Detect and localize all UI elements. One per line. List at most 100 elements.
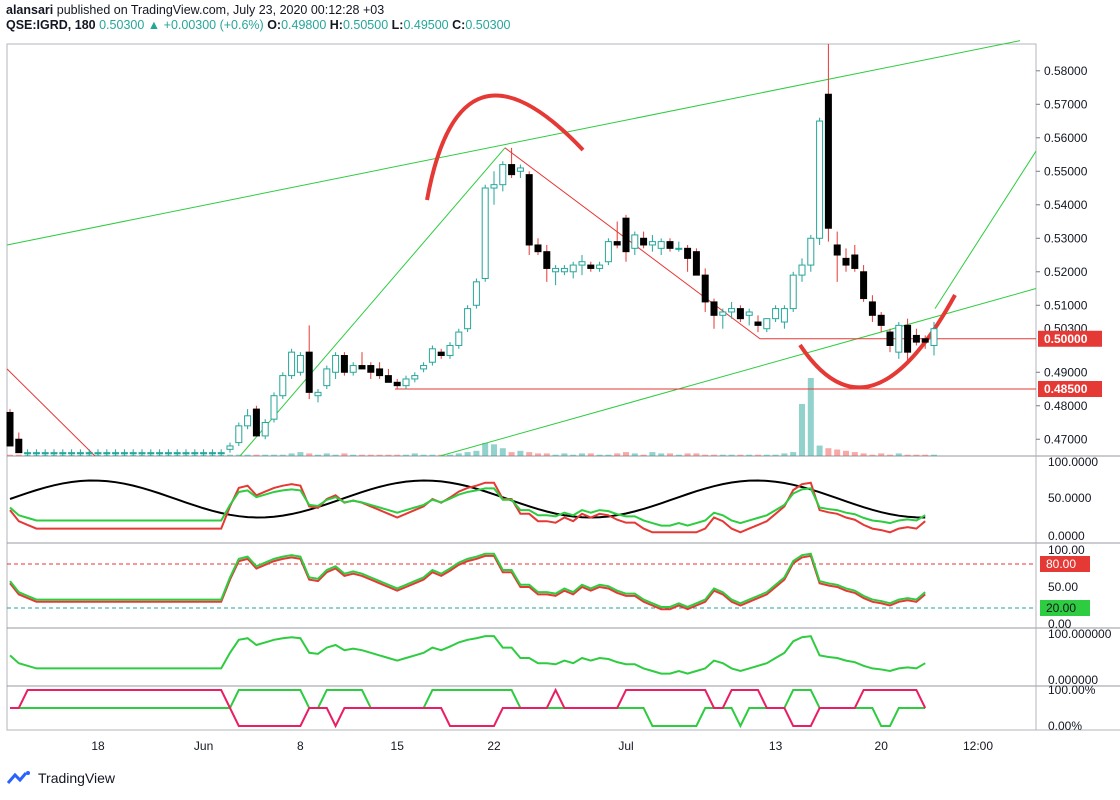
candle-body	[68, 452, 76, 455]
volume-bar	[15, 454, 22, 456]
candle-body	[490, 184, 498, 189]
time-tick-label: 15	[391, 739, 405, 753]
close-label: C:	[452, 18, 466, 32]
candle-body	[772, 308, 780, 320]
low-value: 0.49500	[403, 18, 449, 32]
candle-body	[103, 452, 111, 455]
candle-body	[904, 324, 912, 353]
candle-body	[824, 93, 832, 229]
candle-body	[314, 391, 322, 397]
oversold-label: 20.00	[1046, 601, 1076, 615]
candle-body	[191, 452, 199, 455]
open-label: O:	[267, 18, 282, 32]
volume-bar	[552, 454, 559, 456]
volume-bar	[315, 454, 321, 456]
pane3-tick: 100.000000	[1048, 627, 1112, 641]
candle-body	[543, 251, 551, 269]
volume-bar	[781, 453, 788, 456]
volume-bar	[860, 453, 867, 456]
volume-bar	[403, 454, 409, 456]
brand-name[interactable]: TradingView	[38, 770, 116, 786]
candle-body	[578, 261, 586, 266]
candle-body	[613, 241, 621, 246]
candle-body	[112, 452, 120, 455]
candle-body	[323, 368, 331, 387]
pane1-red-line	[9, 481, 926, 534]
candle-body	[807, 237, 815, 266]
volume-bar	[359, 454, 365, 456]
price-tick-label: 0.56000	[1044, 131, 1088, 145]
candle-body	[367, 365, 375, 373]
candle-body	[279, 375, 287, 397]
candle-body	[516, 167, 524, 172]
volume-bar	[288, 453, 295, 456]
time-tick-label: 13	[769, 739, 783, 753]
candle-body	[147, 452, 155, 455]
pane1-tick: 0.0000	[1048, 529, 1085, 543]
candle-body	[842, 257, 850, 266]
candle-body	[384, 375, 392, 383]
candle-body	[701, 274, 709, 303]
top-arc-annotation	[425, 93, 585, 201]
rally-trendline	[239, 147, 506, 457]
volume-bar	[684, 453, 691, 456]
volume-bar	[508, 452, 515, 456]
volume-bar	[649, 452, 656, 456]
candle-body	[895, 324, 903, 353]
publish-line: alansari published on TradingView.com, J…	[6, 3, 511, 18]
candle-body	[428, 348, 436, 363]
price-tick-label: 0.55000	[1044, 164, 1088, 178]
volume-bar	[913, 454, 920, 456]
candle-body	[481, 187, 489, 279]
pane4-green-line	[10, 689, 926, 729]
candle-body	[411, 375, 419, 380]
candle-body	[736, 308, 744, 320]
candle-body	[816, 120, 824, 239]
volume-bar	[702, 454, 709, 456]
time-tick-label: Jul	[618, 739, 633, 753]
author-name[interactable]: alansari	[6, 3, 54, 17]
pane2-tick: 0.00	[1048, 617, 1072, 631]
candle-body	[719, 311, 727, 316]
candle-body	[499, 164, 507, 186]
volume-bar	[376, 454, 383, 456]
candle-body	[182, 452, 190, 455]
candle-body	[200, 452, 208, 455]
volume-bar	[341, 453, 348, 456]
low-label: L:	[391, 18, 404, 32]
price-tick-label: 0.53000	[1044, 231, 1088, 245]
candle-body	[455, 331, 463, 346]
candle-body	[657, 241, 665, 249]
candle-body	[332, 355, 340, 373]
candle-body	[305, 351, 313, 393]
volume-bar	[763, 454, 770, 456]
volume-bar	[323, 453, 330, 456]
upper-channel-line	[6, 40, 1021, 246]
candle-body	[877, 314, 885, 326]
volume-bar	[491, 444, 497, 456]
candle-body	[270, 395, 278, 420]
volume-bar	[455, 453, 462, 456]
candle-body	[780, 308, 788, 323]
candle-body	[464, 308, 472, 330]
pane1-tick: 100.0000	[1048, 455, 1098, 469]
volume-bar	[499, 448, 506, 456]
time-tick-label: 18	[91, 739, 105, 753]
volume-bar	[605, 454, 612, 456]
price-tag	[1038, 330, 1102, 347]
candle-body	[420, 365, 428, 370]
volume-bar	[878, 453, 885, 456]
candle-body	[59, 452, 67, 455]
price-change: +0.00300 (+0.6%)	[163, 18, 264, 32]
volume-bar	[667, 453, 673, 456]
pane2-red-line	[9, 554, 926, 611]
volume-bar	[279, 454, 286, 456]
candle-body	[41, 452, 49, 455]
candle-body	[912, 334, 920, 343]
volume-bar	[543, 453, 550, 456]
candle-body	[930, 328, 938, 346]
candle-body	[728, 308, 736, 313]
volume-bar	[931, 454, 937, 456]
volume-bar	[816, 445, 823, 456]
